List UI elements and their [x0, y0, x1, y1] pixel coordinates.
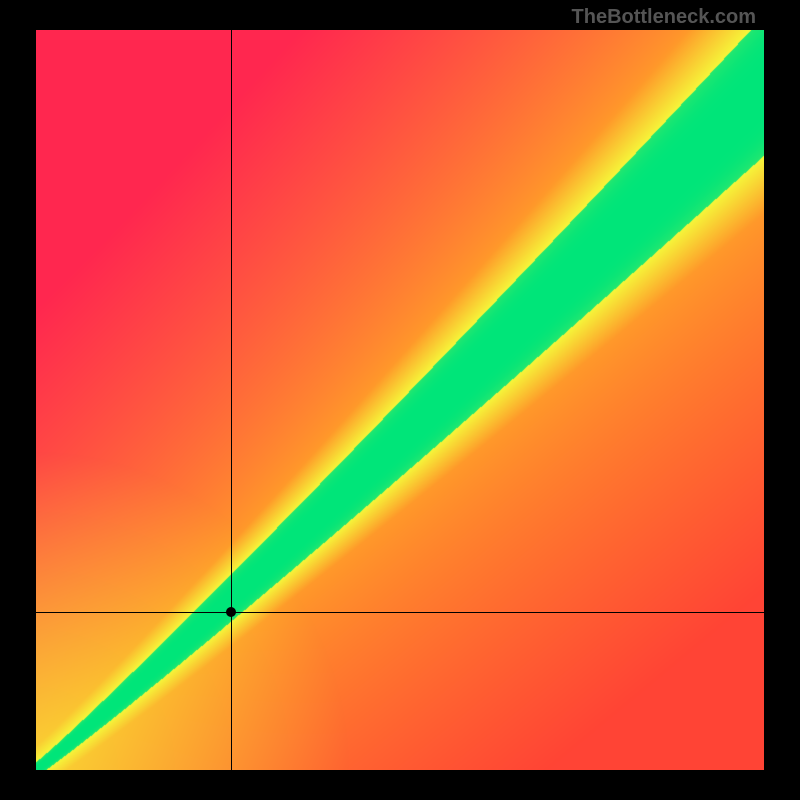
crosshair-vertical [231, 30, 232, 770]
source-watermark: TheBottleneck.com [572, 6, 756, 29]
crosshair-horizontal [36, 612, 764, 613]
bottleneck-heatmap [36, 30, 764, 770]
plot-area [36, 30, 764, 770]
